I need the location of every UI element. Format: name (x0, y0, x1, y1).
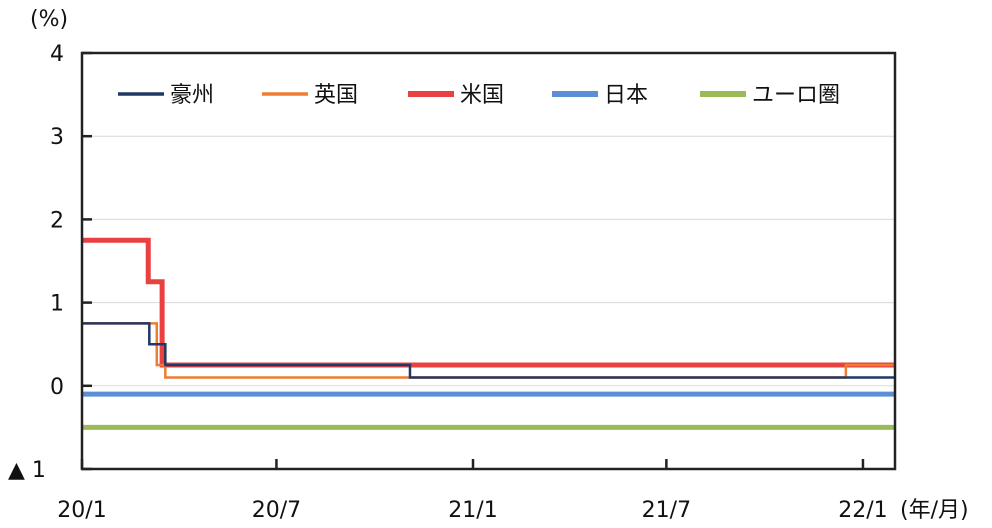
y-tick-label: 1 (50, 292, 64, 317)
series-line-1 (82, 322, 895, 379)
y-tick-label: 2 (50, 208, 64, 233)
x-tick-label: 22/1 (838, 498, 887, 523)
plot-frame (80, 51, 897, 471)
axis-ticks: 4 3 2 1 0 ▲ 1 20/1 20/7 21/1 21/7 22/1 (8, 42, 888, 523)
x-axis-unit: (年/月) (900, 498, 969, 523)
series-line-0 (82, 322, 895, 379)
legend-label: 日本 (604, 83, 648, 108)
unit-label: (%) (30, 7, 68, 32)
x-tick-label: 21/1 (448, 498, 497, 523)
y-tick-label: 3 (50, 125, 64, 150)
y-tick-label: ▲ 1 (8, 458, 46, 483)
x-tick-label: 20/1 (57, 498, 106, 523)
legend-label: 英国 (314, 83, 358, 108)
legend-label: 米国 (460, 83, 504, 108)
legend: 豪州 英国 米国 日本 ユーロ圏 (118, 83, 840, 108)
gridlines (82, 135, 895, 387)
x-tick-label: 21/7 (642, 498, 691, 523)
x-tick-label: 20/7 (252, 498, 301, 523)
legend-label: 豪州 (170, 83, 214, 108)
legend-label: ユーロ圏 (752, 83, 840, 108)
y-tick-label: 0 (50, 375, 64, 400)
y-tick-label: 4 (50, 42, 64, 67)
series-lines (82, 237, 895, 430)
